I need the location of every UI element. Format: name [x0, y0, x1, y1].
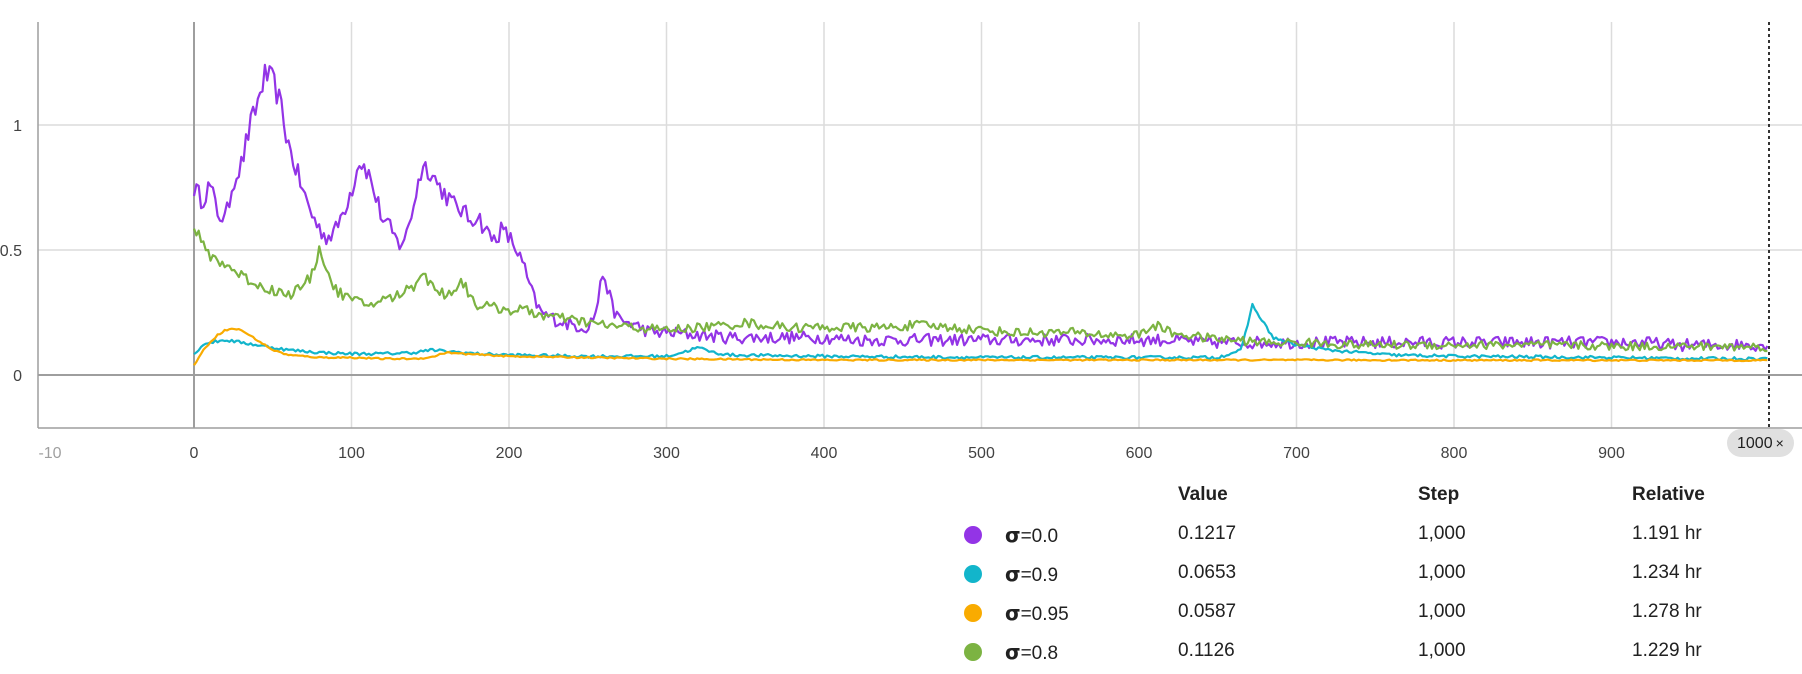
x-tick-label: 400	[811, 445, 838, 462]
y-tick-label: 0	[13, 368, 22, 385]
hover-step-label: 1000	[1737, 435, 1773, 452]
x-tick-label: 100	[338, 445, 365, 462]
series-line	[193, 302, 1768, 362]
hover-step-badge[interactable]: 1000 ×	[1727, 429, 1794, 457]
y-tick-label: 0.5	[0, 243, 22, 260]
chart-tick-labels: 0 100 200 300 400 500 600 700 800 900 -10 0 0.5 1	[0, 118, 1625, 462]
x-tick-label: 800	[1441, 445, 1468, 462]
x-tick-label: 600	[1126, 445, 1153, 462]
x-tick-label: 900	[1598, 445, 1625, 462]
x-tick-label: 700	[1283, 445, 1310, 462]
chart-grid	[38, 22, 1802, 428]
chart-axes	[37, 22, 1802, 429]
x-tick-label: 300	[653, 445, 680, 462]
y-tick-label: 1	[13, 118, 22, 135]
series-line	[192, 228, 1768, 353]
series-line	[193, 327, 1768, 366]
close-icon[interactable]: ×	[1775, 435, 1784, 451]
x-tick-label: 200	[496, 445, 523, 462]
x-tick-label: 500	[968, 445, 995, 462]
series-line	[192, 63, 1769, 353]
x-tick-label-faded: -10	[38, 445, 61, 462]
x-tick-label: 0	[190, 445, 199, 462]
chart-series	[192, 63, 1769, 366]
